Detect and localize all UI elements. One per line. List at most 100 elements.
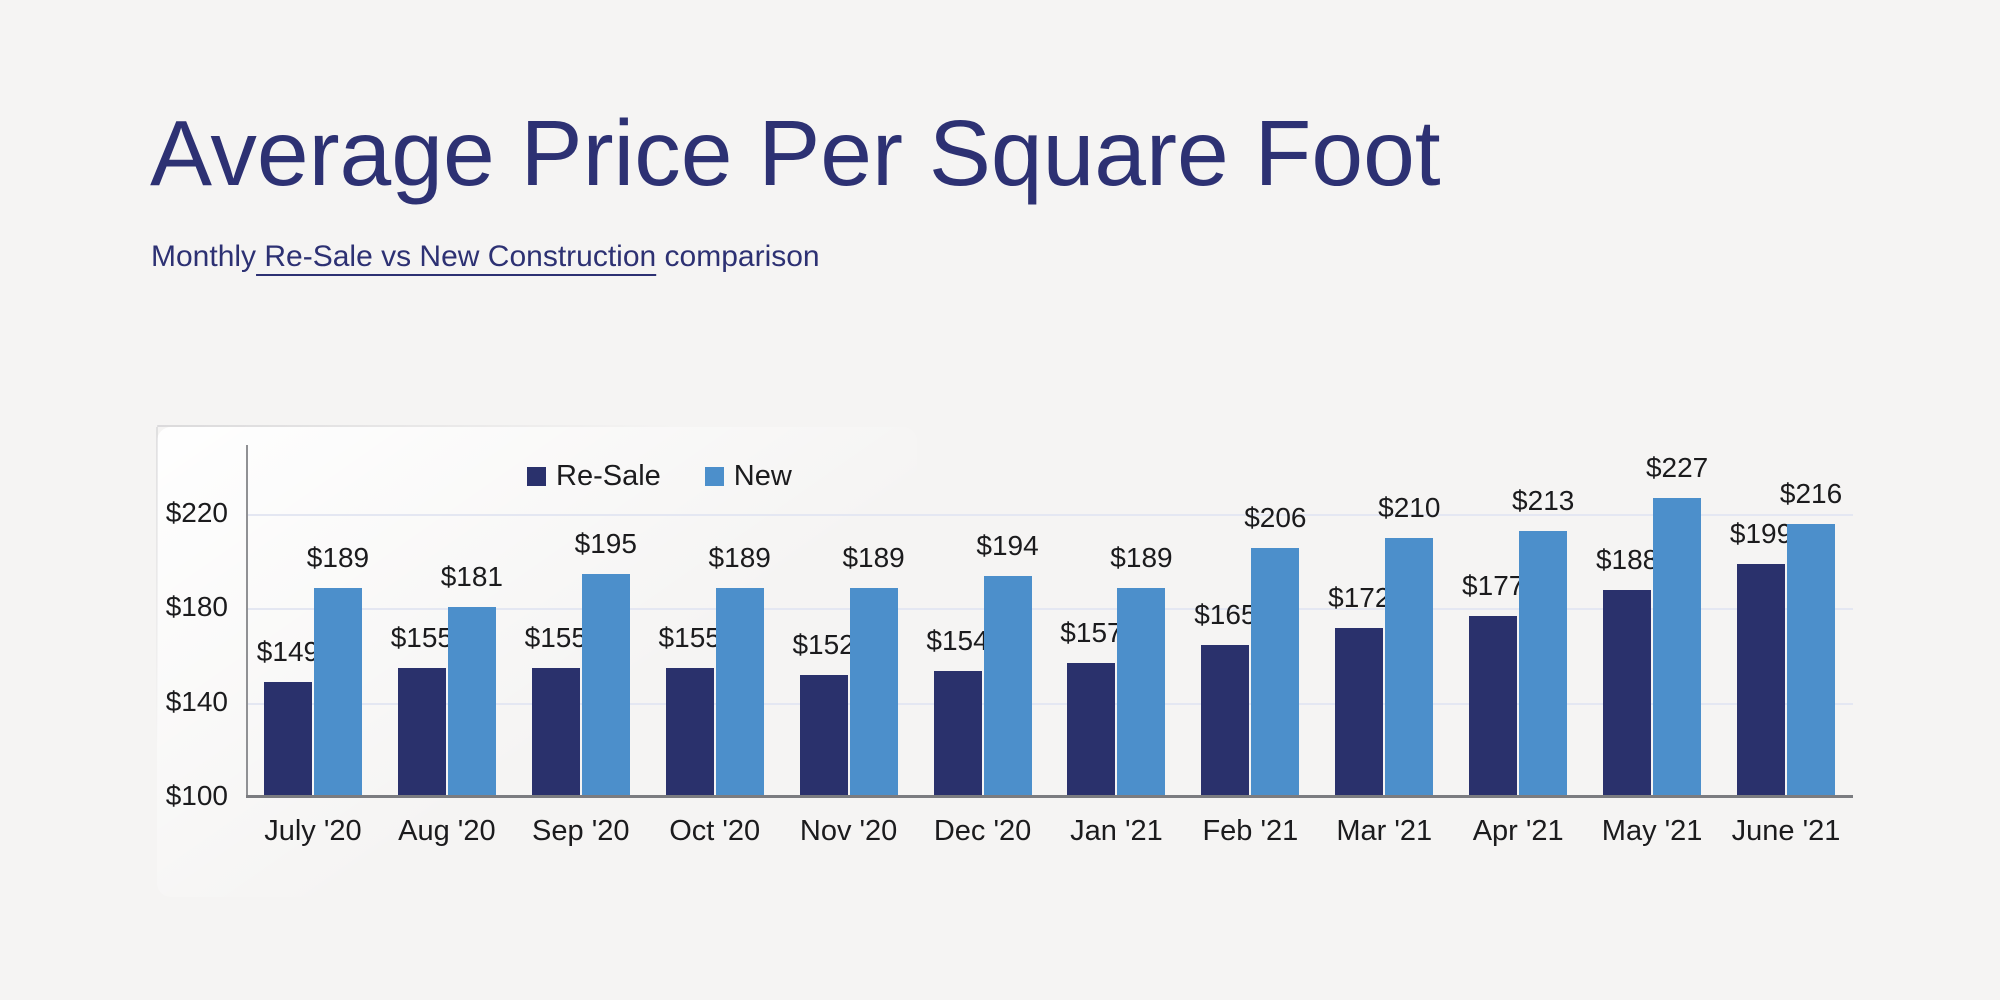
bar-pair: $188 $227 bbox=[1596, 452, 1708, 798]
bar-re-sale: $172 bbox=[1328, 582, 1390, 798]
bar-re-sale: $177 bbox=[1462, 570, 1524, 798]
bar-re-sale: $155 bbox=[391, 622, 453, 798]
bar-pair: $154 $194 bbox=[926, 530, 1039, 798]
gridline bbox=[246, 702, 1853, 705]
bar-new: $181 bbox=[441, 561, 503, 798]
bar-value-label: $157 bbox=[1060, 617, 1123, 649]
bar-value-label: $181 bbox=[440, 560, 504, 592]
bar-re-sale: $152 bbox=[792, 629, 855, 798]
bar-new: $189 bbox=[307, 542, 369, 798]
bar-value-label: $155 bbox=[524, 622, 587, 654]
bar-group: $155 $195 Sep '20 bbox=[514, 445, 648, 847]
bar-new: $210 bbox=[1378, 492, 1440, 798]
plot-area: Re-Sale New $100 $140 $180 $220 $149 $189 July … bbox=[166, 445, 1853, 847]
gridline bbox=[246, 513, 1853, 516]
bar-re-sale: $155 bbox=[525, 622, 587, 798]
bar-group: $165 $206 Feb '21 bbox=[1183, 445, 1317, 847]
y-tick-label: $180 bbox=[165, 591, 228, 623]
x-tick-label: Apr '21 bbox=[1472, 815, 1564, 847]
bar-value-label: $189 bbox=[708, 541, 771, 573]
bar-group: $172 $210 Mar '21 bbox=[1317, 445, 1451, 847]
x-tick-label: Jan '21 bbox=[1070, 815, 1163, 847]
legend-label: Re-Sale bbox=[556, 459, 661, 492]
bar-new: $216 bbox=[1780, 478, 1842, 798]
bar-value-label: $213 bbox=[1512, 485, 1575, 517]
bar-group: $152 $189 Nov '20 bbox=[782, 445, 916, 847]
bar-value-label: $189 bbox=[1110, 541, 1173, 573]
chart-card bbox=[157, 427, 917, 897]
bar-value-label: $195 bbox=[574, 527, 637, 559]
x-tick-label: Mar '21 bbox=[1336, 815, 1433, 847]
x-tick-label: July '20 bbox=[264, 815, 362, 847]
bar-value-label: $189 bbox=[842, 541, 905, 573]
y-tick-label: $100 bbox=[165, 780, 228, 811]
bar-value-label: $199 bbox=[1729, 518, 1793, 550]
x-tick-label: May '21 bbox=[1601, 815, 1703, 847]
y-axis-line bbox=[246, 445, 248, 798]
legend: Re-Sale New bbox=[527, 459, 792, 493]
bar-new: $227 bbox=[1646, 452, 1708, 798]
x-tick-label: Feb '21 bbox=[1202, 815, 1299, 847]
bar-pair: $172 $210 bbox=[1328, 492, 1440, 798]
bar-value-label: $155 bbox=[390, 622, 454, 654]
y-tick-label: $140 bbox=[165, 685, 228, 717]
bar-pair: $177 $213 bbox=[1462, 485, 1574, 798]
bar-value-label: $172 bbox=[1328, 582, 1391, 613]
bar-re-sale: $154 bbox=[926, 625, 989, 798]
bar-value-label: $194 bbox=[976, 530, 1039, 562]
bar-re-sale: $155 bbox=[659, 622, 721, 798]
bar-pair: $155 $189 bbox=[659, 542, 771, 798]
bar-new: $189 bbox=[842, 542, 905, 798]
bar-group: $154 $194 Dec '20 bbox=[916, 445, 1050, 847]
subtitle-suffix: comparison bbox=[656, 240, 820, 273]
x-tick-label: Nov '20 bbox=[799, 815, 898, 847]
bar-value-label: $149 bbox=[256, 636, 320, 668]
bar-re-sale: $188 bbox=[1596, 544, 1658, 798]
bar-new: $213 bbox=[1512, 485, 1574, 798]
bar-pair: $155 $181 bbox=[391, 561, 503, 798]
subtitle-prefix: Monthly bbox=[151, 240, 257, 273]
bar-value-label: $210 bbox=[1378, 492, 1441, 524]
bar-value-label: $177 bbox=[1462, 570, 1525, 602]
gridline bbox=[246, 608, 1853, 611]
bar-pair: $155 $195 bbox=[525, 528, 637, 798]
bar-group: $155 $181 Aug '20 bbox=[380, 445, 514, 847]
bar-re-sale: $157 bbox=[1060, 617, 1123, 798]
bar-new: $189 bbox=[709, 542, 771, 798]
bar-new: $189 bbox=[1110, 542, 1173, 798]
legend-label: New bbox=[733, 459, 792, 492]
bar-group: $199 $216 June '21 bbox=[1719, 445, 1853, 847]
bar-group: $155 $189 Oct '20 bbox=[648, 445, 782, 847]
x-tick-label: Dec '20 bbox=[933, 815, 1032, 847]
bar-value-label: $189 bbox=[306, 541, 370, 573]
bar-value-label: $188 bbox=[1595, 544, 1659, 576]
page-subtitle: Monthly Re-Sale vs New Construction comp… bbox=[151, 240, 820, 274]
legend-item-new: New bbox=[704, 459, 792, 493]
bar-re-sale: $165 bbox=[1194, 599, 1257, 798]
bar-pair: $149 $189 bbox=[257, 542, 369, 798]
bar-value-label: $165 bbox=[1194, 598, 1257, 630]
bar-re-sale: $149 bbox=[257, 636, 319, 798]
bar-group: $149 $189 July '20 bbox=[246, 445, 380, 847]
bar-pair: $199 $216 bbox=[1730, 478, 1842, 798]
subtitle-underlined-link: Re-Sale vs New Construction bbox=[256, 240, 657, 273]
bar-value-label: $227 bbox=[1645, 452, 1709, 484]
bar-value-label: $152 bbox=[792, 629, 855, 661]
bar-group: $157 $189 Jan '21 bbox=[1050, 445, 1184, 847]
x-tick-label: Aug '20 bbox=[398, 815, 496, 847]
bar-value-label: $206 bbox=[1244, 501, 1307, 533]
page-title: Average Price Per Square Foot bbox=[150, 101, 1441, 205]
bar-value-label: $155 bbox=[658, 622, 721, 654]
legend-swatch-re-sale bbox=[527, 466, 546, 486]
x-tick-label: June '21 bbox=[1731, 815, 1841, 847]
bar-value-label: $216 bbox=[1779, 478, 1843, 510]
legend-swatch-new bbox=[704, 466, 724, 486]
x-axis-line bbox=[246, 795, 1853, 798]
bar-new: $206 bbox=[1244, 502, 1307, 798]
bar-re-sale: $199 bbox=[1730, 518, 1792, 798]
bar-group: $177 $213 Apr '21 bbox=[1451, 445, 1585, 847]
bar-group: $188 $227 May '21 bbox=[1585, 445, 1719, 847]
x-tick-label: Oct '20 bbox=[669, 815, 761, 847]
legend-item-re-sale: Re-Sale bbox=[527, 459, 661, 493]
bar-new: $194 bbox=[976, 530, 1039, 798]
